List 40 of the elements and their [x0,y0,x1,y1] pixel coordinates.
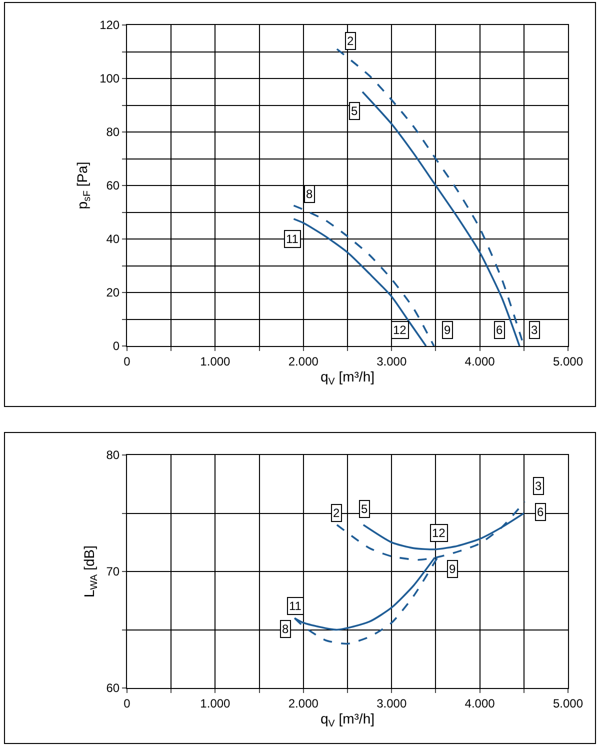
annotation: 5 [351,104,358,118]
annotation: 3 [535,479,542,493]
annotation: 9 [444,323,451,337]
y-tick-label: 70 [106,564,120,579]
x-tick-label: 5.000 [552,354,584,368]
annotation: 12 [432,526,446,540]
annotation: 2 [333,506,340,520]
y-tick-label: 0 [112,339,120,354]
y-tick-label: 60 [106,681,120,696]
x-tick-label: 4.000 [464,696,496,710]
y-tick-label: 120 [100,18,120,32]
annotation: 9 [449,562,456,576]
x-tick-label: 3.000 [376,354,407,368]
y-tick-label: 80 [106,448,120,462]
x-tick-label: 4.000 [464,354,496,368]
annotation: 3 [531,323,538,337]
y-tick-label: 40 [106,232,120,246]
x-tick-label: 2.000 [288,696,319,710]
annotation: 8 [282,622,289,636]
x-axis-title: q$_{V}$ [m³/h] [320,710,375,730]
x-tick-label: 3.000 [376,696,407,710]
y-tick-label: 20 [106,286,120,300]
annotation: 6 [537,505,544,519]
x-tick-label: 0 [124,696,131,710]
x-tick-label: 2.000 [288,354,319,368]
y-tick-label: 80 [106,125,120,140]
x-tick-label: 1.000 [200,354,231,368]
annotation: 12 [393,323,407,337]
annotation: 11 [289,599,302,613]
x-tick-label: 5.000 [552,696,584,710]
annotation: 5 [361,502,368,516]
annotation: 8 [306,187,313,201]
y-tick-label: 100 [100,72,120,86]
annotation: 2 [347,34,354,48]
x-axis-title: q$_{V}$ [m³/h] [320,368,375,388]
y-tick-label: 60 [106,178,120,193]
annotation: 11 [286,232,299,246]
x-tick-label: 1.000 [200,696,231,710]
x-tick-label: 0 [124,354,131,368]
annotation: 6 [496,323,503,337]
